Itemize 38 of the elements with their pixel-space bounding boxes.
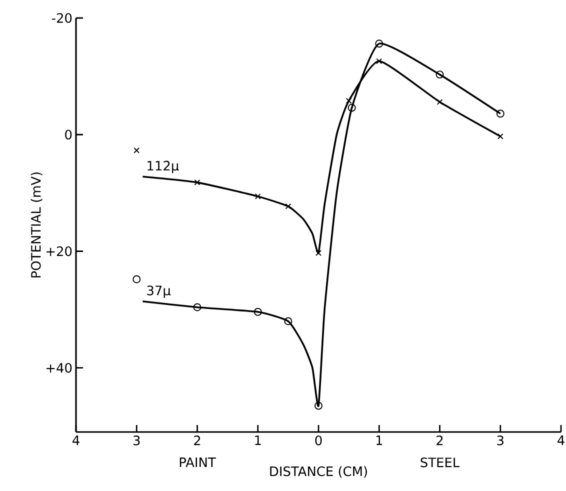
point: [496, 110, 504, 118]
point: [284, 317, 292, 326]
y-tick-label: +40: [46, 362, 72, 373]
point: [375, 40, 384, 48]
line-series: [142, 42, 502, 407]
point: [254, 193, 261, 200]
x-tick-label: 3: [133, 436, 140, 446]
point: [497, 133, 504, 140]
y-tick-label: -20: [52, 13, 72, 23]
point: [316, 250, 322, 256]
x-tick-label: 4: [72, 436, 80, 445]
y-tick-label: 0: [65, 130, 72, 140]
point: [346, 98, 352, 104]
y-tick-label: +20: [46, 246, 72, 256]
x-tick-label: 2: [436, 436, 443, 446]
series-label: 37μ: [147, 286, 171, 298]
point: [194, 179, 200, 186]
point: [436, 98, 443, 105]
x-tick-label: 4: [558, 436, 564, 445]
x-tick-label: 3: [497, 436, 504, 446]
point: [134, 147, 140, 154]
point: [376, 58, 382, 64]
point: [193, 303, 202, 312]
x-tick-label: 2: [194, 436, 200, 446]
y-axis-title: POTENTIAL (mV): [30, 172, 42, 278]
series-label: 112μ: [148, 160, 179, 174]
point: [132, 275, 141, 284]
point: [285, 203, 292, 210]
x-tick-label: 0: [315, 436, 322, 446]
x-tick-label: 1: [255, 436, 261, 445]
x-tick-label: 1: [376, 436, 382, 445]
point: [254, 308, 262, 316]
x-axis-title: DISTANCE (CM): [270, 466, 367, 478]
point: [348, 104, 356, 112]
text: STEEL: [420, 458, 460, 468]
point: [436, 70, 444, 79]
point: [314, 402, 323, 410]
text: PAINT: [180, 458, 216, 467]
